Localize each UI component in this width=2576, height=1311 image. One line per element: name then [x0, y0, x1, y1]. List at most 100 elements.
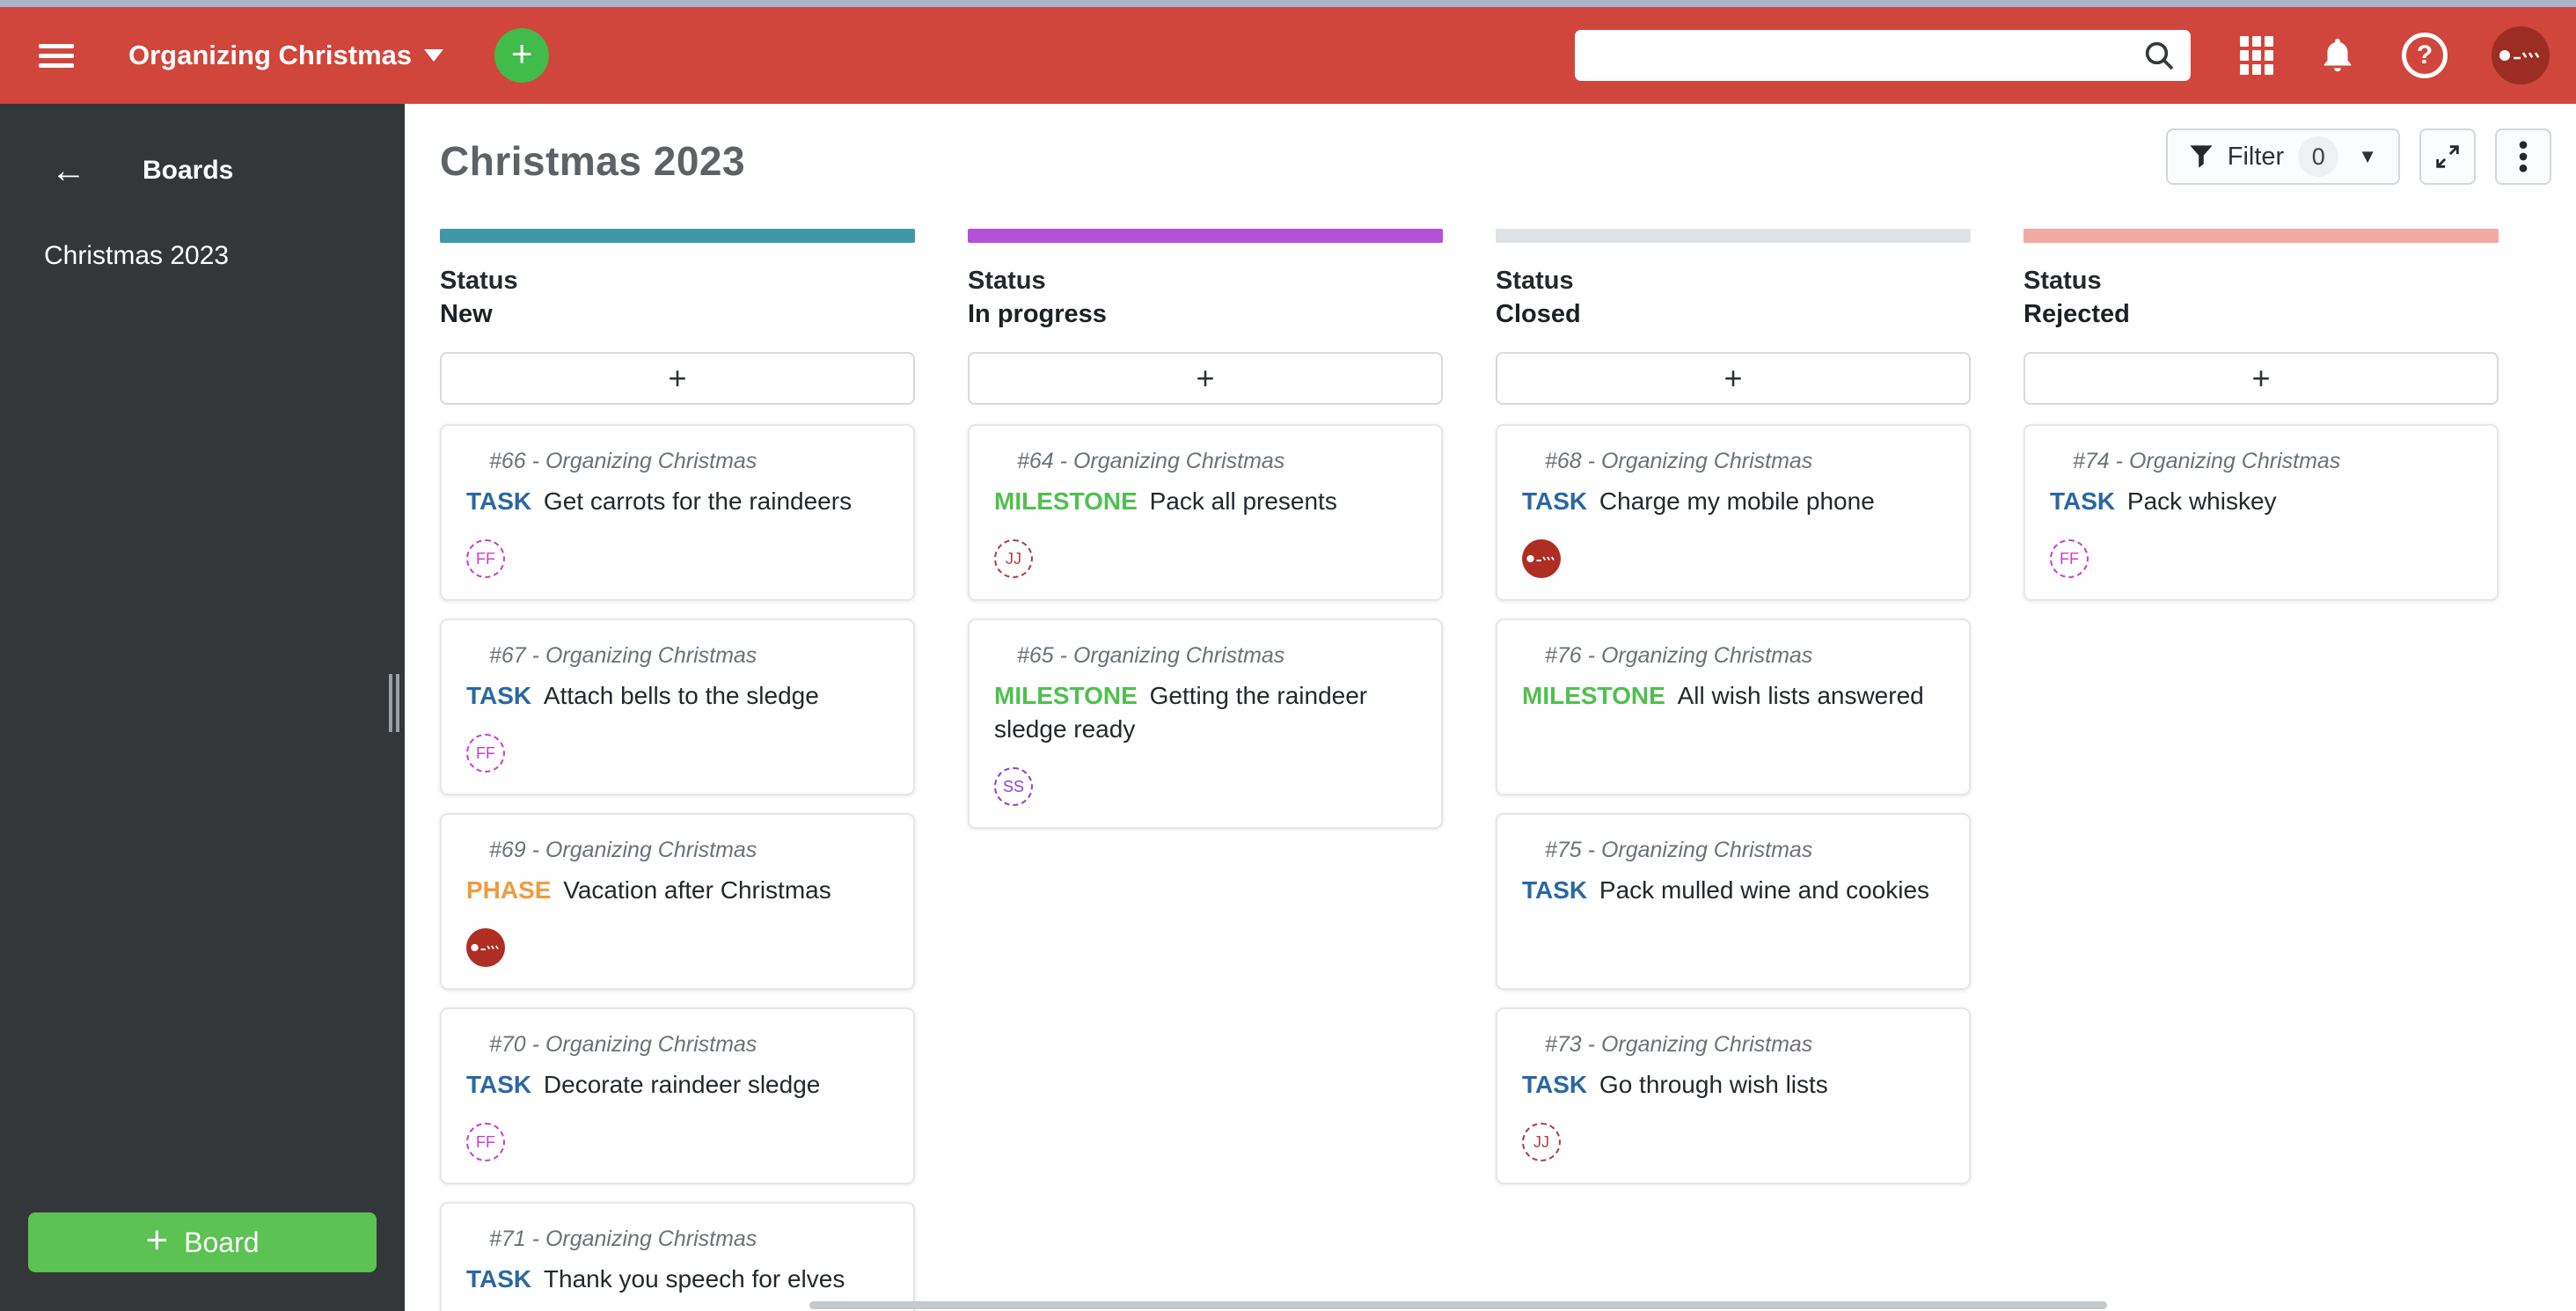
card-title: Thank you speech for elves [543, 1265, 845, 1293]
card-project: Organizing Christmas [545, 1227, 757, 1251]
assignee-avatar: FF [466, 1123, 505, 1161]
fullscreen-button[interactable] [2419, 128, 2476, 185]
board-menu-button[interactable] [2495, 128, 2551, 185]
card-type: TASK [466, 1265, 538, 1293]
work-package-card[interactable]: #67 - Organizing Christmas TASK Attach b… [440, 619, 915, 795]
plus-icon: + [145, 1219, 169, 1262]
project-switcher[interactable]: Organizing Christmas [128, 40, 444, 71]
column-name: New [440, 300, 493, 328]
card-type: TASK [466, 682, 538, 709]
search-input[interactable] [1575, 30, 2191, 81]
back-arrow-icon[interactable]: ← [51, 151, 86, 190]
assignee-avatar: FF [466, 734, 505, 773]
card-ref: #64 [1017, 449, 1054, 473]
sidebar-item-board[interactable]: Christmas 2023 [44, 241, 230, 270]
work-package-card[interactable]: #66 - Organizing Christmas TASK Get carr… [440, 424, 915, 601]
card-ref-separator: - [531, 1227, 545, 1251]
assignee-avatar: JJ [1522, 1123, 1561, 1161]
filter-button[interactable]: Filter 0 ▼ [2165, 128, 2400, 185]
sidebar-resize-handle[interactable] [389, 674, 399, 732]
column-color-bar [968, 229, 1443, 243]
card-title: Pack whiskey [2126, 487, 2277, 515]
add-card-button[interactable]: + [2023, 352, 2499, 405]
card-ref: #75 [1545, 838, 1582, 862]
column-name: In progress [968, 300, 1107, 328]
card-ref-separator: - [1059, 449, 1073, 473]
card-title: Go through wish lists [1599, 1071, 1828, 1098]
card-type: TASK [466, 1071, 538, 1098]
assignee-avatar: SS [994, 767, 1033, 806]
window-top-strip [0, 0, 2576, 7]
card-type: MILESTONE [994, 487, 1145, 515]
card-title: Get carrots for the raindeers [543, 487, 853, 515]
card-project: Organizing Christmas [1072, 449, 1285, 473]
work-package-card[interactable]: #64 - Organizing Christmas MILESTONE Pac… [968, 424, 1443, 601]
card-title: Getting the raindeer sledge ready [994, 682, 1368, 743]
card-title: Vacation after Christmas [563, 876, 831, 904]
add-card-button[interactable]: + [1496, 352, 1971, 405]
card-type: MILESTONE [1522, 682, 1672, 709]
card-project: Organizing Christmas [545, 449, 757, 473]
santa-sled-graphic [471, 943, 499, 952]
card-list: #64 - Organizing Christmas MILESTONE Pac… [968, 424, 1443, 829]
card-ref-separator: - [1587, 838, 1601, 862]
hamburger-menu-icon[interactable] [39, 43, 74, 68]
chevron-down-icon: ▼ [2358, 145, 2377, 167]
card-type: TASK [466, 487, 538, 515]
card-project: Organizing Christmas [1600, 449, 1813, 473]
board-column: Status Closed + #68 - Organizing Christm… [1496, 229, 1971, 1311]
card-project: Organizing Christmas [545, 643, 757, 668]
work-package-card[interactable]: #69 - Organizing Christmas PHASE Vacatio… [440, 813, 915, 990]
card-type: TASK [1522, 1071, 1594, 1098]
card-ref-separator: - [531, 1032, 545, 1057]
card-project: Organizing Christmas [545, 1032, 757, 1057]
horizontal-scrollbar[interactable] [809, 1301, 2107, 1309]
project-switcher-label: Organizing Christmas [128, 40, 413, 70]
search-icon[interactable] [2141, 38, 2177, 73]
add-board-button[interactable]: + Board [28, 1212, 377, 1272]
work-package-card[interactable]: #68 - Organizing Christmas TASK Charge m… [1496, 424, 1971, 601]
filter-count-badge: 0 [2298, 136, 2339, 177]
work-package-card[interactable]: #71 - Organizing Christmas TASK Thank yo… [440, 1202, 915, 1311]
funnel-icon [2190, 145, 2213, 168]
card-type: MILESTONE [994, 682, 1145, 709]
card-project: Organizing Christmas [1072, 643, 1285, 668]
card-project: Organizing Christmas [545, 838, 757, 862]
card-project: Organizing Christmas [1600, 838, 1813, 862]
work-package-card[interactable]: #70 - Organizing Christmas TASK Decorate… [440, 1007, 915, 1184]
column-group-label: Status [1496, 267, 1574, 295]
card-ref-separator: - [531, 838, 545, 862]
card-ref: #73 [1545, 1032, 1582, 1057]
column-group-label: Status [440, 267, 518, 295]
top-bar: Organizing Christmas + ? [0, 7, 2576, 104]
card-project: Organizing Christmas [1600, 1032, 1813, 1057]
assignee-avatar: JJ [994, 539, 1033, 578]
card-project: Organizing Christmas [2128, 449, 2341, 473]
board-column: Status Rejected + #74 - Organizing Chris… [2023, 229, 2499, 1311]
notifications-bell-icon[interactable] [2317, 34, 2358, 77]
assignee-avatar [466, 928, 505, 967]
chevron-down-icon [424, 49, 444, 62]
assignee-avatar: FF [2050, 539, 2089, 578]
sidebar-heading: Boards [143, 156, 234, 185]
card-ref: #76 [1545, 643, 1582, 668]
santa-sled-graphic [2499, 50, 2540, 61]
card-title: Pack mulled wine and cookies [1599, 876, 1930, 904]
work-package-card[interactable]: #65 - Organizing Christmas MILESTONE Get… [968, 619, 1443, 829]
work-package-card[interactable]: #76 - Organizing Christmas MILESTONE All… [1496, 619, 1971, 795]
user-avatar[interactable] [2492, 26, 2550, 84]
column-color-bar [440, 229, 915, 243]
work-package-card[interactable]: #73 - Organizing Christmas TASK Go throu… [1496, 1007, 1971, 1184]
work-package-card[interactable]: #75 - Organizing Christmas TASK Pack mul… [1496, 813, 1971, 990]
global-add-button[interactable]: + [494, 28, 550, 83]
page-title: Christmas 2023 [440, 138, 746, 184]
card-ref-separator: - [1587, 643, 1601, 668]
column-group-label: Status [2023, 267, 2102, 295]
modules-grid-icon[interactable] [2240, 36, 2273, 75]
work-package-card[interactable]: #74 - Organizing Christmas TASK Pack whi… [2023, 424, 2499, 601]
help-icon[interactable]: ? [2402, 33, 2448, 78]
add-card-button[interactable]: + [968, 352, 1443, 405]
board-column: Status New + #66 - Organizing Christmas … [440, 229, 915, 1311]
column-color-bar [1496, 229, 1971, 243]
add-card-button[interactable]: + [440, 352, 915, 405]
